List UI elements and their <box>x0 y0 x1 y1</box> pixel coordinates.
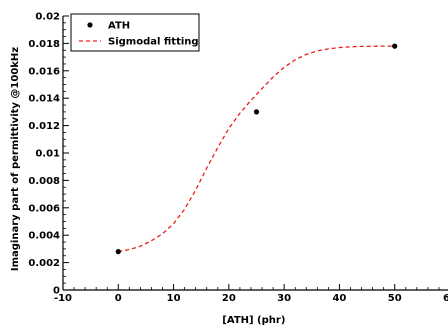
y-tick-label: 0.014 <box>28 94 60 105</box>
x-tick-label: 10 <box>167 293 181 304</box>
legend: ATH Sigmodal fitting <box>70 13 200 52</box>
data-point-ath <box>115 249 121 255</box>
data-point-ath <box>392 43 398 49</box>
y-tick-label: 0.004 <box>28 231 60 242</box>
x-axis-title: [ATH] (phr) <box>222 315 285 325</box>
y-tick-label: 0 <box>53 286 60 297</box>
data-point-ath <box>253 109 260 115</box>
y-tick-label: 0.006 <box>28 203 60 214</box>
y-tick-label: 0.002 <box>28 258 60 269</box>
x-tick-label: 50 <box>388 293 402 304</box>
x-tick-label: 20 <box>222 293 236 304</box>
y-tick-label: 0.018 <box>28 39 60 50</box>
plot-layer <box>115 43 398 255</box>
series-line-fit <box>118 45 395 253</box>
x-tick-label: 40 <box>332 293 346 304</box>
y-tick-label: 0.01 <box>35 149 60 160</box>
legend-box <box>70 13 200 52</box>
legend-label-fit: Sigmodal fitting <box>108 37 199 48</box>
y-tick-label: 0.016 <box>28 66 60 77</box>
x-tick-label: 60 <box>443 293 448 304</box>
x-tick-label: 0 <box>115 293 122 304</box>
y-tick-label: 0.012 <box>28 121 60 132</box>
axes-layer: 0 0.002 0.004 0.006 0.008 0.01 0.012 0.014 0.016… <box>28 12 448 304</box>
legend-marker-ath <box>87 22 93 28</box>
y-tick-label: 0.02 <box>35 12 60 23</box>
y-tick-label: 0.008 <box>28 176 60 187</box>
y-axis-title: Imaginary part of permittivity @100kHz <box>10 47 21 271</box>
x-tick-label: -10 <box>54 293 72 304</box>
legend-label-ath: ATH <box>108 21 130 32</box>
x-tick-label: 30 <box>277 293 291 304</box>
